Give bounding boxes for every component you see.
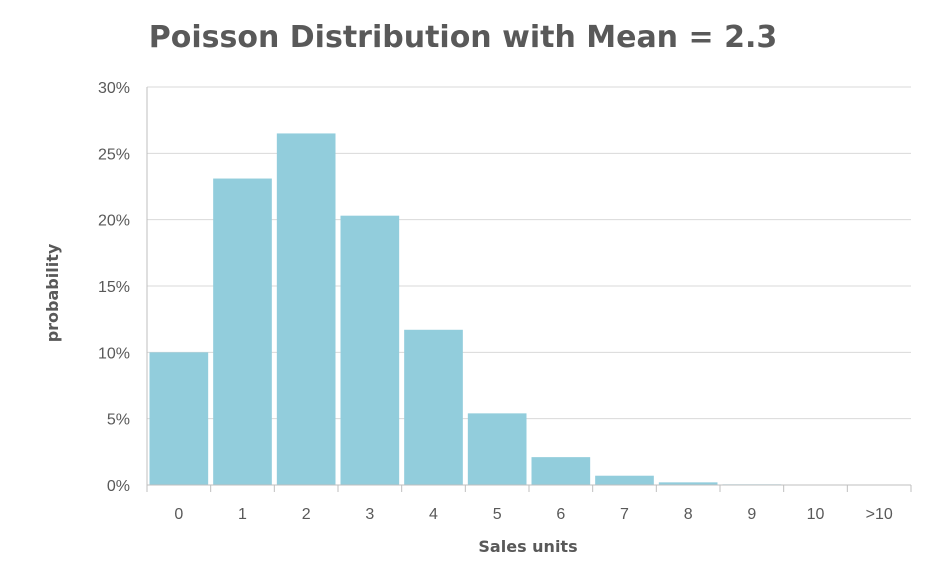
x-tick-labels: 0 1 2 3 4 5 6 7 8 9 10 >10 [174, 506, 892, 523]
x-tick-label: 1 [238, 506, 247, 523]
bar [467, 413, 527, 485]
y-tick-labels: 0% 5% 10% 15% 20% 25% 30% [98, 80, 130, 495]
x-tick-label: 5 [493, 506, 502, 523]
bar [595, 475, 654, 485]
chart-title: Poisson Distribution with Mean = 2.3 [149, 20, 777, 55]
y-tick-label: 10% [98, 345, 130, 362]
bar [531, 457, 591, 485]
bars [149, 133, 845, 486]
y-tick-label: 25% [98, 146, 130, 163]
y-tick-label: 20% [98, 213, 130, 230]
y-tick-label: 0% [107, 478, 130, 495]
y-tick-label: 5% [107, 412, 130, 429]
bar [149, 352, 209, 485]
x-tick-label: 3 [365, 506, 374, 523]
bar [213, 178, 272, 486]
x-tick-label: 4 [429, 506, 438, 523]
y-tick-label: 30% [98, 80, 130, 97]
y-axis-title: probability [43, 243, 62, 342]
x-tick-label: 9 [747, 506, 756, 523]
x-tick-label: >10 [866, 506, 893, 523]
axes [146, 87, 912, 492]
x-axis-title: Sales units [478, 537, 577, 556]
gridlines [147, 86, 911, 420]
bar [658, 482, 718, 485]
x-tick-label: 8 [684, 506, 693, 523]
bar [276, 133, 336, 485]
x-tick-label: 7 [620, 506, 629, 523]
bar [340, 215, 400, 486]
x-tick-label: 2 [302, 506, 311, 523]
x-tick-label: 10 [807, 506, 825, 523]
x-tick-label: 0 [174, 506, 183, 523]
bar [404, 329, 463, 485]
y-tick-label: 15% [98, 279, 130, 296]
x-tick-label: 6 [556, 506, 565, 523]
